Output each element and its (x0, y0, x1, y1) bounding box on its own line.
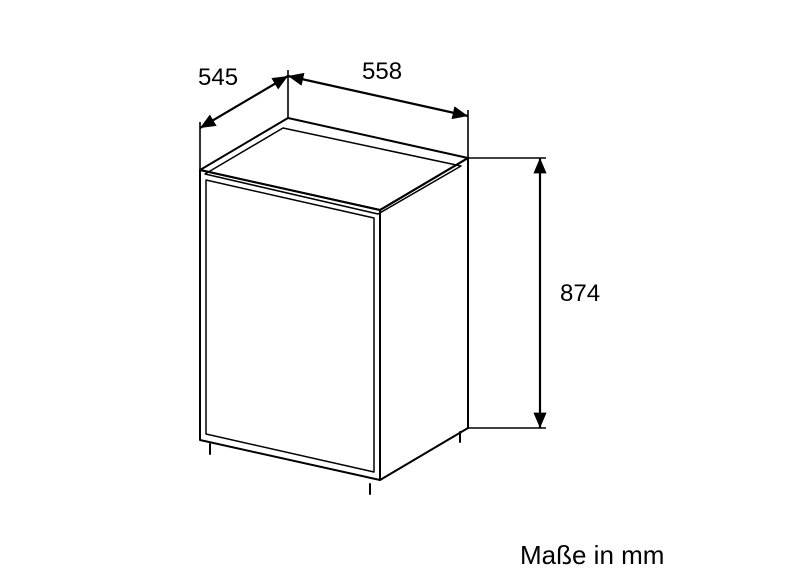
dim-width-label: 558 (362, 58, 402, 86)
caption-text: Maße in mm (520, 540, 664, 571)
appliance-box (200, 118, 468, 494)
dim-height-label: 874 (560, 280, 600, 308)
extension-lines (200, 70, 546, 428)
dimension-lines (200, 76, 540, 428)
dim-depth-label: 545 (198, 64, 238, 92)
dimension-diagram (0, 0, 786, 587)
